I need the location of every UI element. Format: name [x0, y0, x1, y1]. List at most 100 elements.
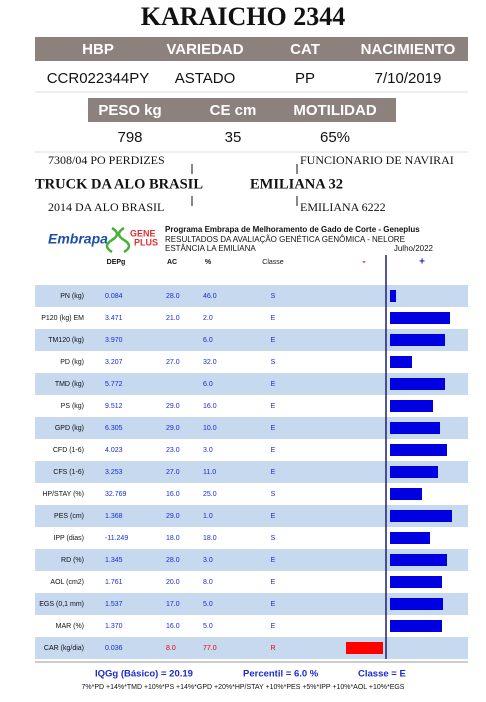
column-header: DEPg	[107, 259, 126, 266]
trait: CFD (1-6)	[53, 447, 84, 454]
geneplus-logo: PLUS	[134, 237, 158, 247]
header-value: 35	[225, 129, 242, 146]
geneplus-icon	[105, 226, 131, 254]
cell-ac: 21.0	[166, 315, 180, 322]
cell-pct: 77.0	[203, 645, 217, 652]
bar	[346, 642, 383, 654]
header-value: ASTADO	[175, 70, 236, 87]
bar	[390, 422, 440, 434]
cell-depg: 0.036	[105, 645, 123, 652]
row-band	[35, 373, 468, 395]
bar	[390, 510, 452, 522]
row-band	[35, 329, 468, 351]
cell-classe: E	[271, 337, 276, 344]
trait: HP/STAY (%)	[42, 491, 84, 498]
cell-ac: 28.0	[166, 557, 180, 564]
header-value: PP	[295, 70, 315, 87]
cell-ac: 17.0	[166, 601, 180, 608]
cell-classe: E	[271, 315, 276, 322]
cell-depg: 1.368	[105, 513, 123, 520]
geneplus-logo: GENE	[130, 228, 156, 238]
cell-pct: 32.0	[203, 359, 217, 366]
cell-depg: 3.207	[105, 359, 123, 366]
cell-ac: 29.0	[166, 403, 180, 410]
cell-depg: 3.970	[105, 337, 123, 344]
column-header: +	[419, 257, 425, 268]
header-label: CE cm	[210, 102, 257, 119]
cell-classe: E	[271, 425, 276, 432]
program-subtitle: RESULTADOS DA AVALIAÇÃO GENÉTICA GENÔMIC…	[165, 235, 405, 244]
trait: PES (cm)	[54, 513, 84, 520]
row-band	[35, 285, 468, 307]
cell-ac: 23.0	[166, 447, 180, 454]
bar	[390, 554, 447, 566]
cell-depg: 9.512	[105, 403, 123, 410]
cell-classe: E	[271, 557, 276, 564]
trait: P120 (kg) EM	[41, 315, 84, 322]
program-name: Programa Embrapa de Melhoramento de Gado…	[165, 225, 420, 234]
row-band	[35, 549, 468, 571]
cell-ac: 29.0	[166, 513, 180, 520]
cell-classe: E	[271, 579, 276, 586]
dam: EMILIANA 32	[250, 176, 343, 192]
classe: Classe = E	[358, 669, 406, 680]
title: KARAICHO 2344	[141, 2, 345, 31]
trait: TMD (kg)	[55, 381, 84, 388]
bar	[390, 598, 443, 610]
trait: RD (%)	[61, 557, 84, 564]
cell-ac: 16.0	[166, 623, 180, 630]
cell-pct: 5.0	[203, 623, 213, 630]
trait: TM120 (kg)	[48, 337, 84, 344]
trait: PD (kg)	[60, 359, 84, 366]
header-value: 798	[117, 129, 142, 146]
farm: ESTÂNCIA LA EMILIANA	[165, 244, 256, 253]
cell-classe: E	[271, 469, 276, 476]
bar	[390, 466, 438, 478]
trait: GPD (kg)	[55, 425, 84, 432]
bar	[390, 378, 445, 390]
header-bar	[35, 37, 468, 61]
cell-depg: 32.769	[105, 491, 127, 498]
date: Julho/2022	[394, 244, 434, 253]
bar	[390, 312, 450, 324]
cell-pct: 46.0	[203, 293, 217, 300]
cell-ac: 20.0	[166, 579, 180, 586]
row-band	[35, 505, 468, 527]
cell-depg: 3.471	[105, 315, 123, 322]
cell-classe: R	[270, 645, 275, 652]
bar	[390, 532, 430, 544]
trait: CAR (kg/dia)	[44, 645, 84, 652]
cell-depg: 4.023	[105, 447, 123, 454]
cell-depg: 1.537	[105, 601, 123, 608]
cell-pct: 10.0	[203, 425, 217, 432]
sire-sire: 7308/04 PO PERDIZES	[48, 153, 165, 167]
dam-dam: EMILIANA 6222	[300, 200, 386, 214]
header-value: 7/10/2019	[375, 70, 442, 87]
cell-pct: 3.0	[203, 557, 213, 564]
embrapa-logo: Embrapa	[48, 231, 108, 247]
bar	[390, 334, 445, 346]
cell-ac: 8.0	[166, 645, 176, 652]
dam-sire: FUNCIONARIO DE NAVIRAI	[300, 153, 454, 167]
cell-depg: 6.305	[105, 425, 123, 432]
trait: CFS (1-6)	[53, 469, 84, 476]
cell-depg: 0.084	[105, 293, 123, 300]
trait: MAR (%)	[56, 623, 84, 630]
cell-pct: 25.0	[203, 491, 217, 498]
trait: PN (kg)	[60, 293, 84, 300]
header-label: HBP	[82, 41, 114, 58]
cell-classe: E	[271, 403, 276, 410]
cell-ac: 16.0	[166, 491, 180, 498]
cell-depg: -11.249	[105, 535, 128, 542]
cell-pct: 2.0	[203, 315, 213, 322]
cell-classe: S	[271, 359, 276, 366]
cell-pct: 5.0	[203, 601, 213, 608]
bar	[390, 620, 442, 632]
bar	[390, 488, 422, 500]
header-bar	[88, 98, 396, 122]
header-label: MOTILIDAD	[293, 102, 376, 119]
cell-depg: 1.345	[105, 557, 123, 564]
cell-classe: S	[271, 491, 276, 498]
cell-classe: S	[271, 535, 276, 542]
